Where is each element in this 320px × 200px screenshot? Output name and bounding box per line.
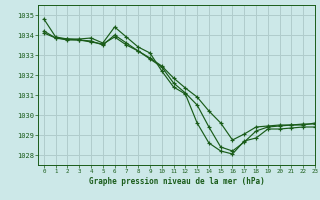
X-axis label: Graphe pression niveau de la mer (hPa): Graphe pression niveau de la mer (hPa) bbox=[89, 177, 264, 186]
